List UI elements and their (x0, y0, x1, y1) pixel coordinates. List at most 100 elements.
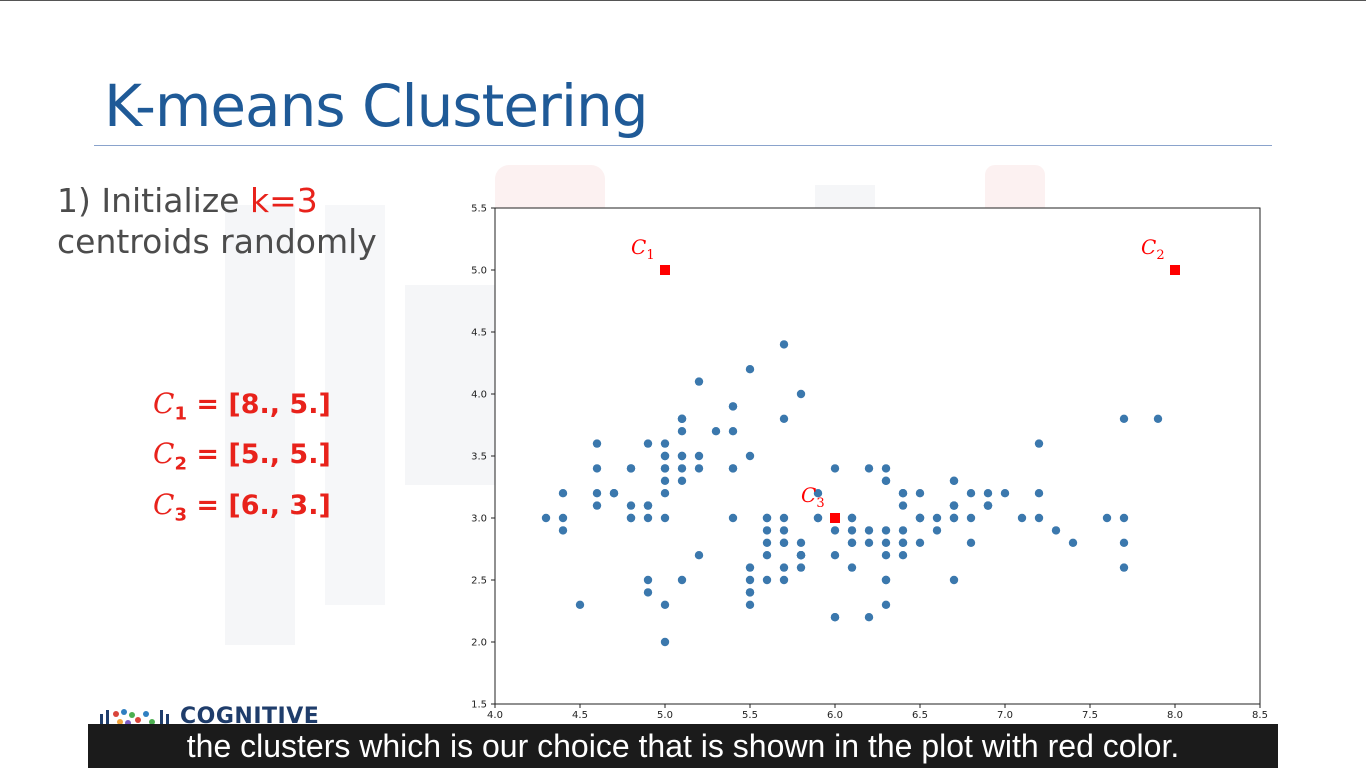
y-tick-label: 1.5 (471, 700, 487, 711)
y-tick-label: 3.0 (471, 514, 487, 525)
data-point (592, 489, 602, 498)
slide-title: K-means Clustering (104, 72, 649, 140)
data-point (796, 551, 806, 560)
data-point (898, 489, 908, 498)
data-point (1102, 513, 1112, 523)
plot-frame (494, 207, 1261, 705)
data-point (779, 526, 789, 535)
data-point (898, 501, 908, 510)
y-tick-label: 3.5 (471, 452, 487, 463)
step-prefix: 1) Initialize (57, 181, 250, 220)
data-point (694, 451, 704, 461)
data-point (983, 489, 993, 498)
data-point (694, 377, 704, 386)
data-point (762, 551, 772, 560)
data-point (898, 551, 908, 560)
data-point (949, 476, 959, 485)
data-point (881, 538, 891, 547)
data-point (643, 439, 653, 448)
centroid-item: C2 = [5., 5.] (153, 434, 331, 484)
data-point (881, 575, 891, 585)
data-point (745, 575, 755, 585)
x-tick-label: 6.0 (827, 710, 843, 721)
data-point (728, 402, 738, 411)
data-point (864, 538, 874, 547)
data-point (677, 414, 687, 423)
data-point (711, 427, 721, 436)
data-point (1153, 414, 1163, 423)
data-point (932, 526, 942, 535)
data-point (558, 513, 568, 523)
data-point (745, 588, 755, 597)
x-tick-label: 7.5 (1082, 710, 1098, 721)
data-point (830, 551, 840, 560)
data-point (762, 526, 772, 535)
x-tick-label: 5.5 (742, 710, 758, 721)
data-point (558, 526, 568, 535)
data-point (779, 513, 789, 523)
data-point (796, 538, 806, 547)
data-point (558, 489, 568, 498)
x-tick-label: 4.5 (572, 710, 588, 721)
data-point (881, 464, 891, 473)
data-point (779, 340, 789, 349)
data-point (660, 439, 670, 448)
step-line-2: centroids randomly (57, 222, 377, 261)
y-tick-label: 4.0 (471, 390, 487, 401)
centroid-marker (1170, 265, 1180, 275)
data-point (1000, 489, 1010, 498)
data-point (660, 476, 670, 485)
data-point (949, 501, 959, 510)
data-point (626, 513, 636, 523)
centroid-value: = [6., 3.] (186, 489, 331, 521)
data-point (660, 637, 670, 647)
data-point (745, 600, 755, 609)
centroid-marker (660, 265, 670, 275)
y-tick-label: 4.5 (471, 328, 487, 339)
data-point (915, 489, 925, 498)
centroid-index: 2 (174, 453, 187, 475)
data-point (881, 600, 891, 609)
data-point (1051, 526, 1061, 535)
data-point (966, 513, 976, 523)
k-value: k=3 (249, 181, 318, 220)
data-point (1034, 489, 1044, 498)
data-point (847, 526, 857, 535)
y-tick-label: 5.0 (471, 266, 487, 277)
data-point (677, 464, 687, 473)
data-point (898, 538, 908, 547)
data-point (745, 451, 755, 461)
data-point (745, 563, 755, 572)
data-point (660, 600, 670, 609)
centroid-marker (830, 513, 840, 523)
data-point (949, 513, 959, 523)
data-point (694, 551, 704, 560)
data-point (932, 513, 942, 523)
centroid-value: = [8., 5.] (186, 389, 331, 420)
data-point (541, 513, 551, 523)
data-point (592, 501, 602, 510)
data-point (779, 414, 789, 423)
data-point (779, 538, 789, 547)
data-point (660, 489, 670, 498)
data-point (830, 464, 840, 473)
data-point (898, 526, 908, 535)
data-point (881, 526, 891, 535)
data-point (881, 551, 891, 560)
x-tick-label: 6.5 (912, 710, 928, 721)
data-point (728, 464, 738, 473)
data-point (915, 538, 925, 547)
y-tick-label: 2.0 (471, 638, 487, 649)
data-point (1068, 538, 1078, 547)
data-point (643, 513, 653, 523)
centroid-symbol: C (153, 387, 175, 420)
data-point (1119, 538, 1129, 547)
data-point (881, 476, 891, 485)
x-tick-label: 8.0 (1167, 710, 1183, 721)
data-point (728, 427, 738, 436)
centroid-index: 1 (174, 403, 187, 425)
data-point (609, 489, 619, 498)
logo-mark-icon (100, 709, 169, 730)
data-point (1034, 513, 1044, 523)
data-point (779, 575, 789, 585)
